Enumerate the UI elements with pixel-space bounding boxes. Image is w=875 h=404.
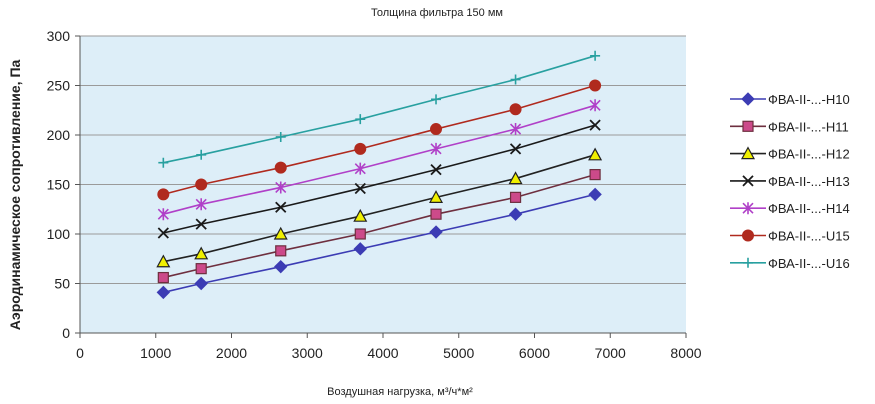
legend-label: ФВА-II-...-Н13 — [768, 174, 850, 189]
y-tick-label: 200 — [47, 127, 71, 143]
data-point — [509, 191, 522, 203]
data-point — [194, 276, 208, 291]
legend-item: ФВА-II-...-Н11 — [730, 119, 849, 134]
y-tick-label: 100 — [47, 226, 71, 242]
y-tick-label: 250 — [47, 78, 71, 94]
series — [157, 169, 601, 284]
data-point — [430, 142, 442, 155]
data-point — [158, 157, 169, 168]
data-point — [742, 120, 754, 132]
data-point — [588, 187, 602, 202]
data-point — [195, 178, 208, 191]
series — [156, 187, 602, 300]
x-tick-label: 0 — [76, 345, 84, 361]
data-point — [194, 246, 209, 260]
chart-title: Толщина фильтра 150 мм — [371, 7, 503, 19]
series — [157, 119, 601, 239]
data-point — [508, 171, 523, 185]
data-point — [589, 119, 601, 131]
data-point — [157, 208, 169, 221]
y-tick-label: 150 — [47, 177, 71, 193]
y-tick-label: 300 — [47, 28, 71, 44]
data-point — [275, 131, 286, 142]
series — [156, 147, 603, 268]
data-point — [196, 149, 207, 160]
legend-label: ФВА-II-...-Н14 — [768, 201, 850, 216]
data-point — [740, 146, 756, 160]
x-tick-label: 1000 — [140, 345, 171, 361]
legend-item: ФВА-II-...-Н13 — [730, 174, 850, 189]
legend-label: ФВА-II-...-U16 — [768, 256, 850, 271]
x-tick-label: 5000 — [443, 345, 474, 361]
x-tick-label: 7000 — [595, 345, 626, 361]
data-point — [353, 208, 368, 222]
data-point — [743, 257, 753, 268]
data-point — [355, 114, 366, 125]
data-point — [509, 143, 522, 155]
x-tick-label: 8000 — [670, 345, 701, 361]
data-point — [589, 99, 601, 112]
legend-item: ФВА-II-...-U16 — [730, 256, 850, 271]
data-point — [742, 229, 754, 242]
legend-label: ФВА-II-...-Н12 — [768, 147, 850, 162]
legend-item: ФВА-II-...-Н12 — [730, 146, 850, 162]
data-point — [741, 92, 755, 106]
legend-item: ФВА-II-...-U15 — [730, 229, 850, 244]
legend-item: ФВА-II-...-Н14 — [730, 201, 850, 216]
data-point — [742, 175, 754, 187]
legend-label: ФВА-II-...-Н11 — [768, 119, 849, 134]
data-point — [510, 74, 521, 85]
data-point — [354, 142, 367, 155]
x-axis-label: Воздушная нагрузка, м³/ч*м² — [327, 386, 473, 398]
data-point — [275, 201, 287, 213]
data-point — [430, 123, 443, 136]
x-tick-label: 4000 — [367, 345, 398, 361]
data-point — [431, 94, 442, 105]
data-point — [429, 190, 444, 203]
x-tick-label: 3000 — [292, 345, 323, 361]
data-point — [354, 162, 366, 175]
data-point — [273, 226, 288, 240]
data-point — [157, 227, 169, 239]
data-point — [588, 147, 603, 161]
x-tick-label: 2000 — [216, 345, 247, 361]
series — [157, 99, 601, 221]
data-point — [509, 123, 522, 136]
y-tick-label: 0 — [62, 325, 70, 341]
data-point — [195, 198, 207, 211]
data-point — [156, 254, 171, 268]
x-tick-label: 6000 — [519, 345, 550, 361]
data-point — [275, 181, 287, 194]
data-point — [156, 285, 171, 300]
y-axis-label: Аэродинамическое сопротивление, Па — [7, 59, 23, 330]
legend-label: ФВА-II-...-Н10 — [768, 92, 850, 107]
data-point — [195, 218, 207, 230]
legend-item: ФВА-II-...-Н10 — [730, 92, 850, 107]
data-point — [195, 263, 207, 275]
data-point — [742, 202, 754, 215]
data-point — [274, 259, 288, 274]
data-point — [429, 225, 443, 239]
legend-label: ФВА-II-...-U15 — [768, 229, 850, 244]
data-point — [354, 228, 366, 240]
series — [158, 50, 601, 168]
data-point — [275, 245, 287, 257]
data-point — [589, 169, 601, 181]
data-point — [509, 103, 522, 116]
data-point — [354, 182, 366, 195]
data-point — [508, 207, 523, 221]
data-point — [589, 79, 602, 92]
data-point — [430, 164, 442, 176]
series — [157, 79, 602, 201]
y-tick-label: 50 — [54, 276, 70, 292]
data-point — [157, 188, 170, 201]
data-point — [430, 208, 442, 220]
data-point — [157, 271, 169, 284]
data-point — [274, 161, 287, 174]
data-point — [353, 242, 367, 256]
data-point — [590, 50, 601, 61]
